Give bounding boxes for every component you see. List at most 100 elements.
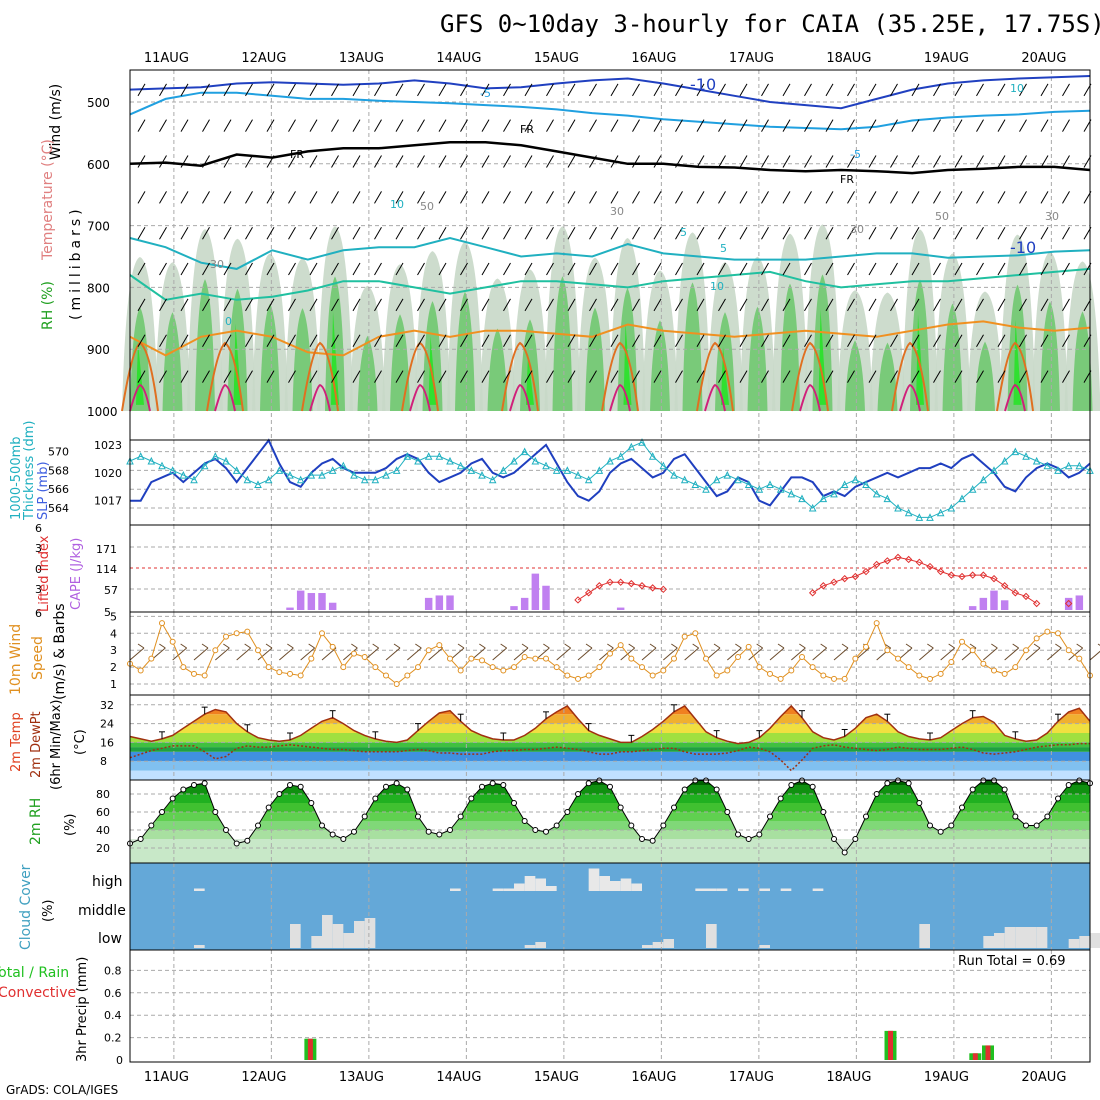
wind-barb (868, 155, 877, 168)
rh-marker (671, 804, 677, 811)
wind-barb (524, 334, 533, 347)
wind-speed-marker (383, 672, 389, 679)
wind-barb (202, 83, 210, 97)
wind-barb (933, 155, 941, 168)
li-marker (904, 555, 913, 564)
thickness-marker (488, 475, 497, 484)
wind-barb (825, 155, 834, 168)
wind-barb (589, 191, 597, 204)
wind-barb (309, 298, 318, 312)
wind-barb (1055, 643, 1062, 649)
wind-barb (503, 191, 511, 204)
wind-barb (524, 83, 533, 97)
y-tick-label: 2 (110, 661, 117, 674)
wind-barb (1040, 262, 1049, 276)
thickness-marker (883, 494, 892, 503)
wind-barb (890, 226, 898, 240)
rh-marker (1044, 813, 1051, 820)
rh-marker (852, 836, 859, 842)
thickness-marker (616, 452, 625, 460)
y-tick-label-right: 1020 (94, 467, 122, 480)
wind-barb (632, 119, 640, 132)
wind-barb (761, 370, 769, 383)
wind-speed-marker (233, 630, 240, 637)
rh-marker (1065, 782, 1072, 788)
wind-barb (610, 298, 619, 312)
thickness-marker (936, 508, 945, 517)
wind-barb (804, 83, 812, 97)
wind-barb (266, 191, 275, 204)
wind-speed-marker (905, 664, 912, 671)
thickness-marker (862, 480, 870, 488)
rh-marker (905, 780, 912, 787)
y-tick-label: 900 (87, 343, 110, 357)
contour-FR (129, 140, 1091, 175)
rh-shade (227, 288, 248, 411)
wind-barb (265, 643, 273, 649)
wind-barb (428, 647, 443, 661)
rh-marker (447, 827, 453, 833)
wind-speed-marker (852, 655, 859, 662)
wind-barb (799, 643, 806, 649)
wind-barb (417, 155, 425, 168)
wind-barb (546, 298, 554, 312)
wind-barb (1033, 643, 1041, 649)
y-tick-label-right: 171 (96, 543, 117, 556)
li-marker (894, 553, 902, 562)
wind-barb (129, 647, 145, 661)
wind-barb (159, 191, 167, 204)
wind-barb (503, 262, 511, 276)
wind-barb (610, 155, 619, 168)
x-tick-label-top: 17AUG (729, 51, 774, 66)
rh-marker (969, 786, 976, 793)
contour-label: 50 (420, 200, 434, 213)
thickness-marker (894, 503, 902, 512)
wind-barb (868, 298, 877, 312)
wind-barb (395, 83, 404, 97)
wind-barb (546, 155, 554, 168)
cape-li-panel: 6 3 0 3 6 171 114 57 5 Lifted Index CAPE (J/kg) (35, 522, 1091, 620)
cloud-high-bar (759, 888, 770, 891)
rh-marker (841, 849, 848, 856)
contour-hot (309, 383, 331, 412)
wind-barb (245, 262, 253, 276)
wind10m-panel: 5 4 3 2 1 10m Wind Speed (m/s) & Barbs (8, 603, 1100, 700)
cloud-low-bar (1090, 933, 1100, 948)
wind-barb (481, 119, 490, 132)
wind-barb (223, 298, 232, 312)
wind-barb (976, 155, 984, 168)
wind-barb (1062, 262, 1070, 276)
rh-marker (372, 795, 379, 802)
wind-speed-marker (948, 659, 955, 666)
wind-barb (180, 298, 189, 312)
contour-label: 0 (225, 315, 232, 328)
wind-barb (997, 334, 1006, 347)
cloud-low-bar (919, 924, 930, 948)
rh-shade (942, 303, 963, 411)
cloud-level-label: low (98, 931, 122, 947)
li-marker (840, 574, 849, 583)
thickness-marker (446, 456, 454, 465)
y-tick-label: 566 (48, 483, 69, 496)
cloud-low-bar (1026, 927, 1037, 948)
wind-barb (524, 226, 533, 240)
wind-barb (997, 226, 1006, 240)
cloud-high-bar (706, 888, 717, 891)
thickness-marker (840, 480, 849, 488)
wind-barb (919, 647, 934, 661)
rh-marker (756, 831, 763, 838)
wind-speed-marker (767, 670, 773, 677)
wind-barb (675, 262, 683, 276)
wind-speed-marker (916, 672, 923, 679)
wind-barb (481, 155, 490, 168)
wind-barb (911, 370, 920, 383)
wind-barb (481, 262, 490, 276)
rh-marker (788, 782, 795, 788)
cape-bar (542, 585, 550, 610)
wind-barb (288, 298, 296, 312)
wind-barb (352, 262, 361, 276)
wind-speed-marker (617, 642, 624, 649)
thickness-marker (648, 452, 657, 460)
wind-barb (1019, 262, 1027, 276)
wind-barb (266, 298, 275, 312)
